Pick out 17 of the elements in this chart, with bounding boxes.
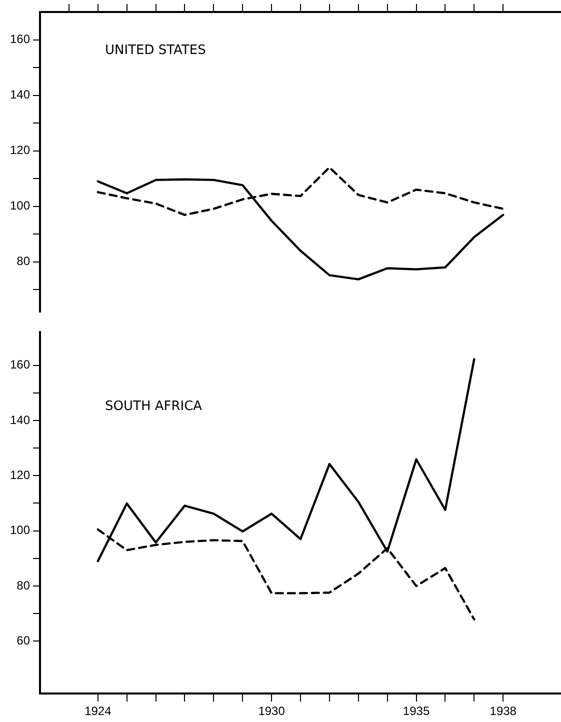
y-tick-label: 120 bbox=[10, 468, 30, 482]
y-tick-label: 140 bbox=[10, 88, 30, 102]
x-tick-label: 1930 bbox=[258, 704, 286, 718]
x-tick-label: 1924 bbox=[84, 704, 112, 718]
y-tick-label: 100 bbox=[10, 198, 30, 213]
y-tick-label: 80 bbox=[16, 578, 30, 592]
y-tick-label: 140 bbox=[10, 412, 30, 427]
y-tick-label: 100 bbox=[10, 523, 30, 538]
y-tick-label: 80 bbox=[16, 254, 30, 268]
y-tick-label: 60 bbox=[16, 633, 30, 648]
text: UNITED STATES bbox=[105, 42, 206, 58]
y-tick-label: 160 bbox=[10, 32, 30, 46]
y-tick-label: 160 bbox=[10, 358, 30, 372]
x-tick-label: 1935 bbox=[402, 704, 430, 718]
text: SOUTH AFRICA bbox=[105, 399, 202, 414]
y-tick-label: 120 bbox=[10, 143, 30, 158]
x-tick-label: 1938 bbox=[490, 704, 517, 718]
